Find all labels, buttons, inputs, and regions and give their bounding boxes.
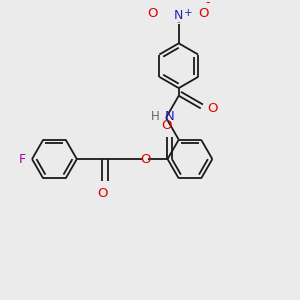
Text: -: - bbox=[205, 0, 209, 9]
Text: O: O bbox=[207, 102, 218, 115]
Text: H: H bbox=[151, 110, 160, 123]
Text: O: O bbox=[162, 118, 172, 131]
Text: O: O bbox=[97, 187, 107, 200]
Text: O: O bbox=[148, 8, 158, 20]
Text: +: + bbox=[184, 8, 193, 18]
Text: F: F bbox=[18, 153, 26, 166]
Text: O: O bbox=[198, 8, 208, 20]
Text: O: O bbox=[140, 153, 151, 166]
Text: N: N bbox=[174, 9, 183, 22]
Text: N: N bbox=[165, 110, 175, 123]
